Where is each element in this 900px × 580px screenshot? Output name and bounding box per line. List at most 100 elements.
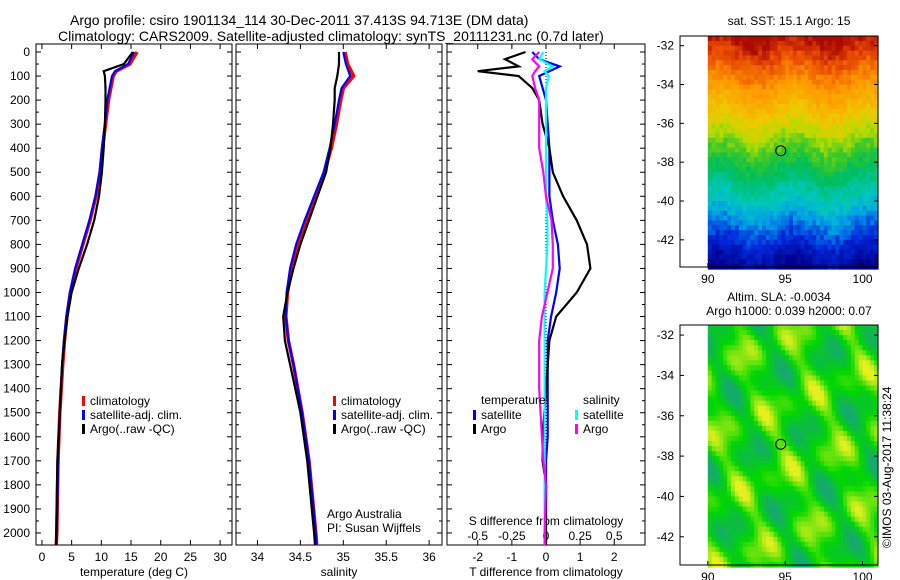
heatmap-cell bbox=[831, 456, 837, 462]
heatmap-cell bbox=[827, 526, 833, 533]
heatmap-cell bbox=[820, 89, 825, 95]
heatmap-cell bbox=[727, 486, 732, 492]
heatmap-cell bbox=[750, 451, 755, 457]
series-line-argo-raw-qc- bbox=[55, 51, 134, 545]
heatmap-cell bbox=[862, 162, 867, 168]
heatmap-cell bbox=[847, 526, 852, 533]
heatmap-cell bbox=[785, 446, 790, 452]
heatmap-cell bbox=[731, 152, 736, 158]
heatmap-cell bbox=[804, 60, 809, 66]
heatmap-cell bbox=[847, 201, 852, 207]
heatmap-cell bbox=[715, 84, 721, 90]
heatmap-cell bbox=[750, 435, 755, 442]
heatmap-cell bbox=[719, 60, 724, 66]
heatmap-cell bbox=[796, 471, 802, 477]
heatmap-cell bbox=[781, 79, 786, 86]
heatmap-cell bbox=[854, 99, 860, 105]
sst-axes-frame bbox=[679, 35, 879, 268]
heatmap-cell bbox=[777, 162, 782, 168]
heatmap-cell bbox=[847, 486, 852, 492]
heatmap-cell bbox=[746, 113, 751, 120]
y-tick-label: -42 bbox=[657, 233, 675, 247]
heatmap-cell bbox=[874, 365, 879, 371]
heatmap-cell bbox=[769, 335, 775, 341]
heatmap-cell bbox=[719, 196, 724, 202]
heatmap-cell bbox=[800, 486, 806, 492]
heatmap-cell bbox=[823, 89, 829, 95]
heatmap-cell bbox=[742, 259, 748, 265]
heatmap-cell bbox=[858, 167, 864, 173]
heatmap-cell bbox=[792, 471, 798, 477]
heatmap-cell bbox=[711, 186, 717, 192]
heatmap-cell bbox=[738, 123, 744, 129]
heatmap-cell bbox=[858, 325, 864, 331]
heatmap-cell bbox=[835, 108, 840, 115]
heatmap-cell bbox=[781, 501, 786, 508]
heatmap-cell bbox=[866, 491, 871, 497]
heatmap-cell bbox=[823, 441, 829, 447]
heatmap-cell bbox=[731, 461, 736, 467]
heatmap-cell bbox=[839, 254, 844, 260]
heatmap-cell bbox=[847, 50, 852, 57]
heatmap-cell bbox=[804, 142, 809, 149]
heatmap-cell bbox=[750, 385, 755, 392]
heatmap-cell bbox=[750, 456, 755, 462]
heatmap-cell bbox=[870, 225, 875, 231]
heatmap-cell bbox=[820, 84, 825, 90]
heatmap-cell bbox=[781, 370, 786, 376]
heatmap-cell bbox=[866, 536, 871, 543]
heatmap-cell bbox=[789, 133, 794, 139]
heatmap-cell bbox=[723, 430, 728, 437]
heatmap-cell bbox=[854, 65, 860, 71]
heatmap-cell bbox=[765, 390, 771, 397]
heatmap-cell bbox=[874, 235, 879, 241]
heatmap-cell bbox=[862, 486, 867, 492]
heatmap-cell bbox=[734, 55, 740, 61]
heatmap-cell bbox=[796, 84, 802, 90]
heatmap-cell bbox=[754, 259, 759, 265]
heatmap-cell bbox=[796, 157, 802, 163]
heatmap-cell bbox=[831, 99, 837, 105]
heatmap-cell bbox=[742, 405, 748, 412]
heatmap-cell bbox=[808, 65, 813, 71]
heatmap-cell bbox=[711, 430, 717, 437]
heatmap-cell bbox=[731, 142, 736, 149]
heatmap-cell bbox=[854, 157, 860, 163]
heatmap-cell bbox=[843, 496, 848, 502]
heatmap-cell bbox=[850, 385, 856, 392]
heatmap-cell bbox=[835, 205, 840, 212]
heatmap-cell bbox=[827, 60, 833, 66]
heatmap-cell bbox=[874, 196, 879, 202]
heatmap-cell bbox=[796, 65, 802, 71]
heatmap-cell bbox=[715, 147, 721, 154]
heatmap-cell bbox=[870, 385, 875, 392]
heatmap-cell bbox=[870, 536, 875, 543]
heatmap-cell bbox=[769, 94, 775, 100]
heatmap-cell bbox=[850, 456, 856, 462]
heatmap-cell bbox=[785, 335, 790, 341]
heatmap-cell bbox=[816, 176, 821, 183]
heatmap-cell bbox=[711, 506, 717, 513]
heatmap-cell bbox=[792, 405, 798, 412]
heatmap-cell bbox=[727, 244, 732, 251]
x-tick-label: 30 bbox=[213, 550, 227, 564]
heatmap-cell bbox=[835, 345, 840, 351]
heatmap-cell bbox=[719, 89, 724, 95]
heatmap-cell bbox=[738, 345, 744, 351]
heatmap-cell bbox=[723, 196, 728, 202]
heatmap-cell bbox=[862, 400, 867, 407]
heatmap-cell bbox=[816, 249, 821, 255]
heatmap-cell bbox=[738, 385, 744, 392]
heatmap-cell bbox=[820, 531, 825, 538]
heatmap-cell bbox=[754, 380, 759, 387]
heatmap-cell bbox=[850, 186, 856, 192]
heatmap-cell bbox=[854, 40, 860, 47]
heatmap-cell bbox=[831, 196, 837, 202]
heatmap-cell bbox=[711, 137, 717, 144]
heatmap-cell bbox=[731, 94, 736, 100]
heatmap-cell bbox=[738, 390, 744, 397]
heatmap-cell bbox=[808, 191, 813, 197]
heatmap-cell bbox=[758, 395, 763, 402]
heatmap-cell bbox=[773, 340, 779, 346]
